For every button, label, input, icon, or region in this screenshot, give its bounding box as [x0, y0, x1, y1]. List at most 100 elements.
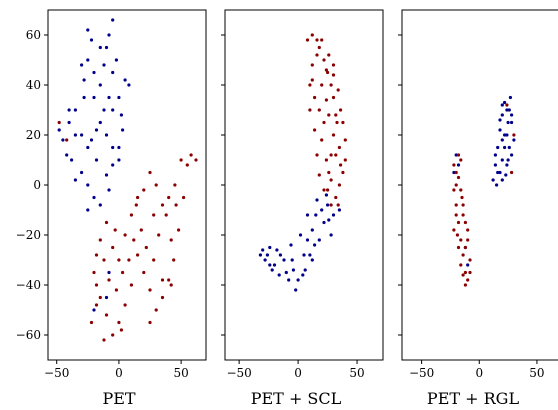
- data-point: [500, 158, 504, 162]
- data-point: [339, 108, 343, 112]
- data-point: [456, 220, 461, 225]
- data-point: [343, 158, 347, 162]
- data-point: [94, 128, 99, 132]
- data-point: [117, 158, 121, 162]
- data-point: [500, 138, 504, 142]
- data-point: [334, 153, 338, 157]
- data-point: [107, 33, 111, 37]
- data-point: [111, 163, 115, 167]
- x-tick-label: 0: [475, 366, 483, 380]
- data-point: [320, 83, 324, 87]
- data-point: [459, 188, 463, 192]
- data-point: [336, 203, 340, 207]
- data-point: [179, 158, 183, 162]
- data-point: [258, 253, 262, 257]
- data-point: [315, 38, 319, 42]
- data-point: [510, 113, 514, 117]
- y-tick-label: −20: [16, 228, 41, 242]
- data-point: [92, 270, 96, 275]
- data-point: [67, 108, 71, 112]
- data-point: [102, 108, 106, 112]
- data-point: [498, 128, 502, 132]
- data-point: [331, 95, 336, 100]
- data-point: [454, 170, 458, 175]
- data-point: [459, 263, 463, 267]
- y-tick-label: 20: [26, 128, 41, 142]
- data-point: [152, 258, 156, 262]
- data-point: [310, 78, 314, 82]
- data-point: [94, 158, 99, 162]
- data-point: [324, 158, 328, 162]
- data-point: [139, 228, 143, 232]
- data-point: [98, 45, 102, 50]
- data-point: [337, 208, 341, 212]
- data-point: [263, 258, 267, 262]
- data-point: [329, 203, 333, 207]
- data-point: [337, 145, 341, 150]
- data-point: [86, 28, 90, 32]
- data-point: [134, 203, 138, 207]
- data-point: [456, 245, 461, 250]
- data-point: [512, 138, 516, 142]
- data-point: [127, 83, 131, 87]
- data-point: [463, 283, 467, 287]
- data-point: [504, 173, 508, 177]
- data-point: [104, 220, 109, 225]
- data-point: [70, 158, 74, 162]
- data-point: [310, 258, 314, 262]
- data-point: [320, 208, 324, 212]
- data-point: [460, 195, 464, 200]
- data-point: [111, 108, 115, 112]
- data-point: [320, 38, 324, 42]
- data-point: [102, 258, 106, 262]
- data-point: [287, 278, 291, 282]
- data-point: [123, 233, 127, 237]
- data-point: [343, 138, 347, 142]
- data-point: [157, 233, 161, 237]
- data-point: [114, 58, 118, 62]
- data-point: [317, 108, 321, 112]
- data-point: [121, 128, 125, 132]
- data-point: [167, 195, 171, 200]
- x-tick-label: −50: [44, 366, 69, 380]
- y-tick-label: 40: [26, 78, 41, 92]
- data-point: [505, 108, 509, 112]
- data-point: [289, 243, 293, 247]
- data-point: [506, 120, 510, 125]
- data-point: [160, 278, 165, 282]
- data-point: [317, 173, 321, 177]
- scatter-panel-1: −50 0 50 −60 −40 −20 0 20 40 60 PET: [16, 9, 207, 408]
- data-point: [463, 270, 467, 275]
- data-point: [102, 63, 106, 67]
- data-point: [129, 283, 133, 287]
- data-point: [80, 133, 84, 137]
- data-point: [456, 163, 461, 167]
- data-point: [86, 183, 90, 187]
- data-point: [339, 163, 343, 167]
- data-point: [322, 58, 326, 62]
- data-point: [57, 128, 61, 132]
- data-point: [459, 238, 463, 242]
- data-point: [326, 70, 330, 75]
- data-point: [132, 238, 136, 242]
- data-point: [456, 153, 461, 157]
- data-point: [335, 120, 339, 125]
- data-point: [512, 133, 516, 137]
- data-point: [329, 178, 333, 182]
- data-point: [92, 95, 96, 100]
- data-point: [303, 268, 307, 272]
- data-point: [86, 58, 90, 62]
- plots-group: −50 0 50 −60 −40 −20 0 20 40 60 PET −50 0 50 PET + SCL…: [16, 9, 558, 408]
- data-point: [308, 83, 312, 87]
- data-point: [111, 18, 115, 22]
- data-point: [455, 233, 459, 237]
- data-point: [104, 295, 109, 300]
- data-point: [496, 145, 500, 150]
- data-point: [291, 268, 295, 272]
- data-point: [290, 258, 294, 262]
- data-point: [80, 63, 84, 67]
- data-point: [329, 153, 333, 157]
- data-point: [468, 270, 472, 275]
- data-point: [117, 320, 121, 325]
- x-tick-label: 0: [115, 366, 123, 380]
